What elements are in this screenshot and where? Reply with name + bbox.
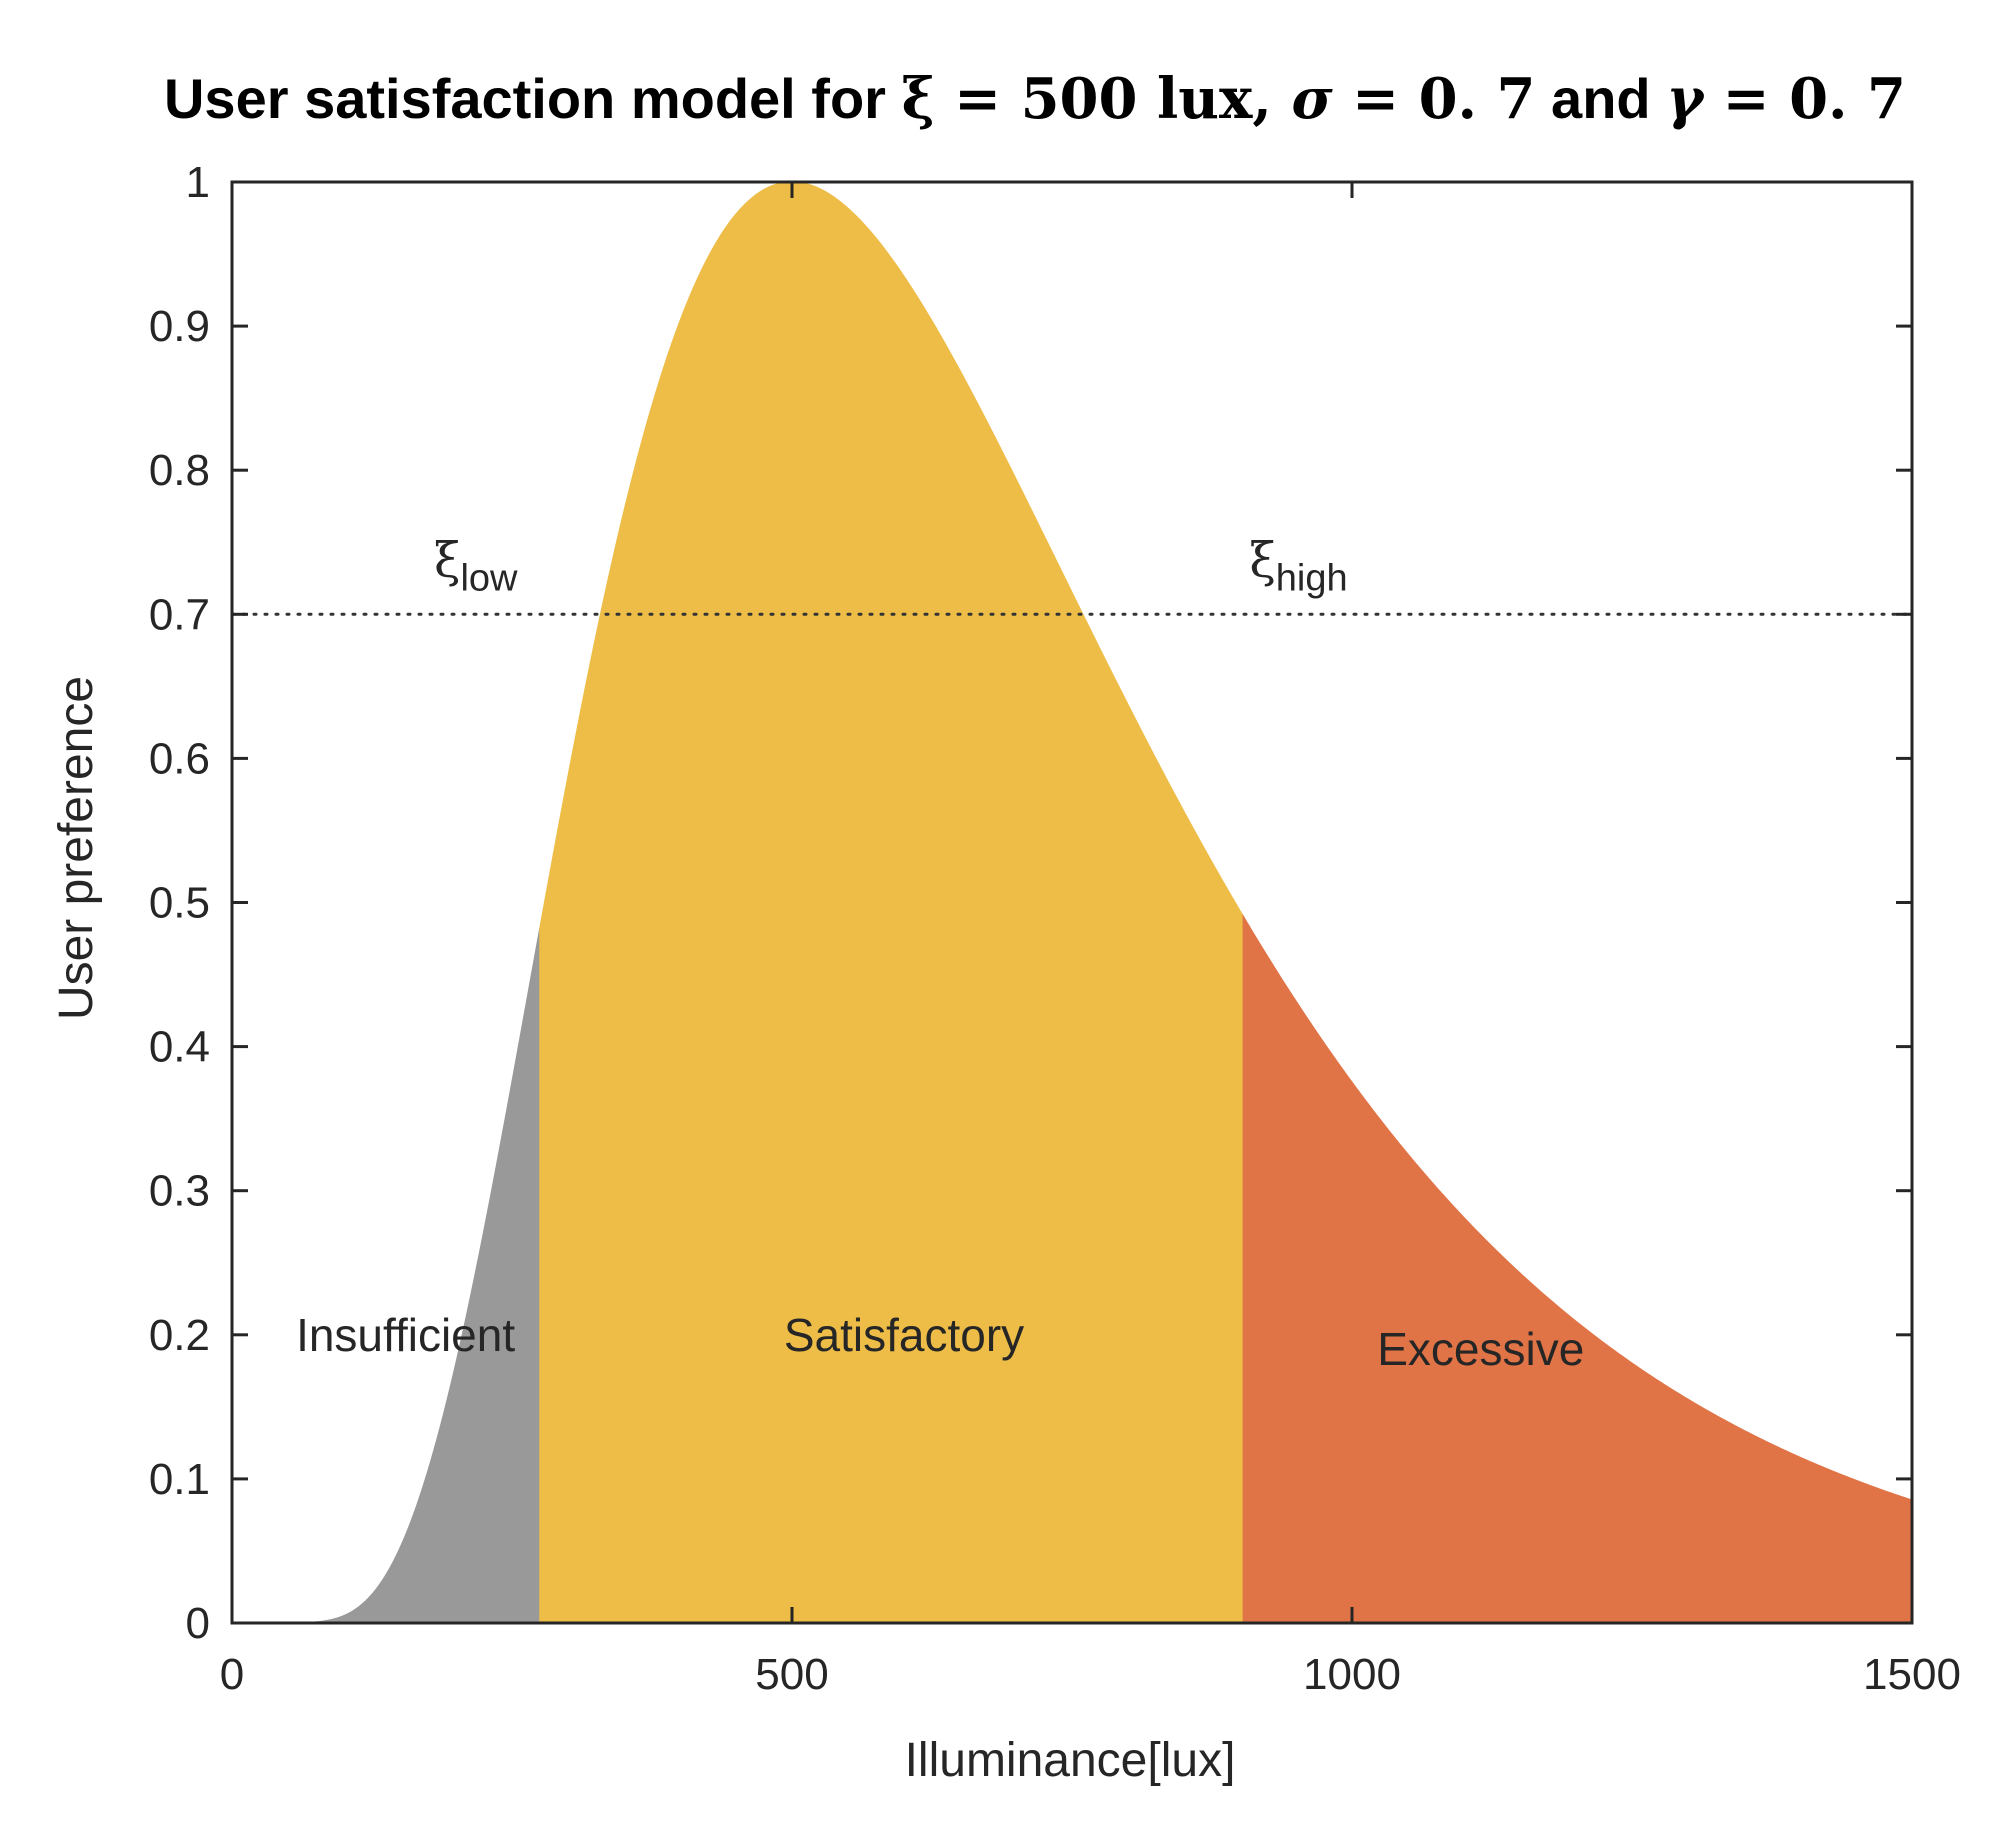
- title-sigma-value: = 0. 7: [1333, 66, 1536, 132]
- xi-high-label: ξhigh: [1249, 532, 1347, 599]
- x-tick-label: 1000: [1303, 1650, 1401, 1699]
- y-tick-label: 0.7: [149, 590, 210, 639]
- y-tick-label: 0: [186, 1599, 210, 1648]
- xi-high-label-symbol: ξ: [1249, 532, 1275, 588]
- region-areas: [287, 181, 1913, 1624]
- y-tick-label: 0.4: [149, 1023, 210, 1072]
- title-comma: ,: [1252, 66, 1291, 132]
- region-label-insufficient: Insufficient: [296, 1309, 515, 1361]
- region-label-satisfactory: Satisfactory: [784, 1309, 1024, 1361]
- y-tick-label: 0.2: [149, 1311, 210, 1360]
- y-tick-label: 0.9: [149, 302, 210, 351]
- y-tick-label: 0.8: [149, 446, 210, 495]
- xi-markers: ξlow ξhigh: [434, 532, 1348, 599]
- y-tick-label: 1: [186, 158, 210, 207]
- title-and: and: [1536, 67, 1667, 130]
- y-tick-label: 0.3: [149, 1167, 210, 1216]
- region-area-excessive: [1242, 914, 1913, 1624]
- region-labels: Insufficient Satisfactory Excessive: [296, 1309, 1584, 1375]
- title-sigma-symbol: σ: [1291, 66, 1333, 132]
- x-tick-label: 0: [220, 1650, 244, 1699]
- title-gamma-symbol: γ: [1666, 66, 1706, 132]
- title-xi-symbol: ξ: [902, 66, 935, 132]
- x-tick-label: 1500: [1863, 1650, 1961, 1699]
- title-xi-value: = 500: [935, 66, 1157, 132]
- y-tick-label: 0.5: [149, 879, 210, 928]
- ticks: 0 0.1 0.2 0.3 0.4 0.5 0.6 0.7 0.8 0.9 1 0 500 1000 150…: [149, 158, 1961, 1699]
- xi-low-label-subscript: low: [460, 557, 518, 599]
- chart-title: User satisfaction model for ξ = 500 lux,…: [164, 66, 1906, 132]
- title-gamma-value: = 0. 7: [1703, 66, 1906, 132]
- xi-low-label-symbol: ξ: [434, 532, 460, 588]
- region-label-excessive: Excessive: [1377, 1323, 1584, 1375]
- region-area-satisfactory: [539, 181, 1245, 1624]
- y-axis-label: User preference: [50, 676, 103, 1020]
- xi-high-label-subscript: high: [1276, 557, 1348, 599]
- title-prefix: User satisfaction model for: [164, 67, 902, 130]
- title-lux-unit: lux: [1157, 66, 1253, 132]
- xi-low-label: ξlow: [434, 532, 518, 599]
- y-tick-label: 0.6: [149, 734, 210, 783]
- x-axis-label: Illuminance[lux]: [905, 1734, 1236, 1787]
- x-tick-label: 500: [755, 1650, 828, 1699]
- y-tick-label: 0.1: [149, 1455, 210, 1504]
- region-area-insufficient: [287, 928, 541, 1624]
